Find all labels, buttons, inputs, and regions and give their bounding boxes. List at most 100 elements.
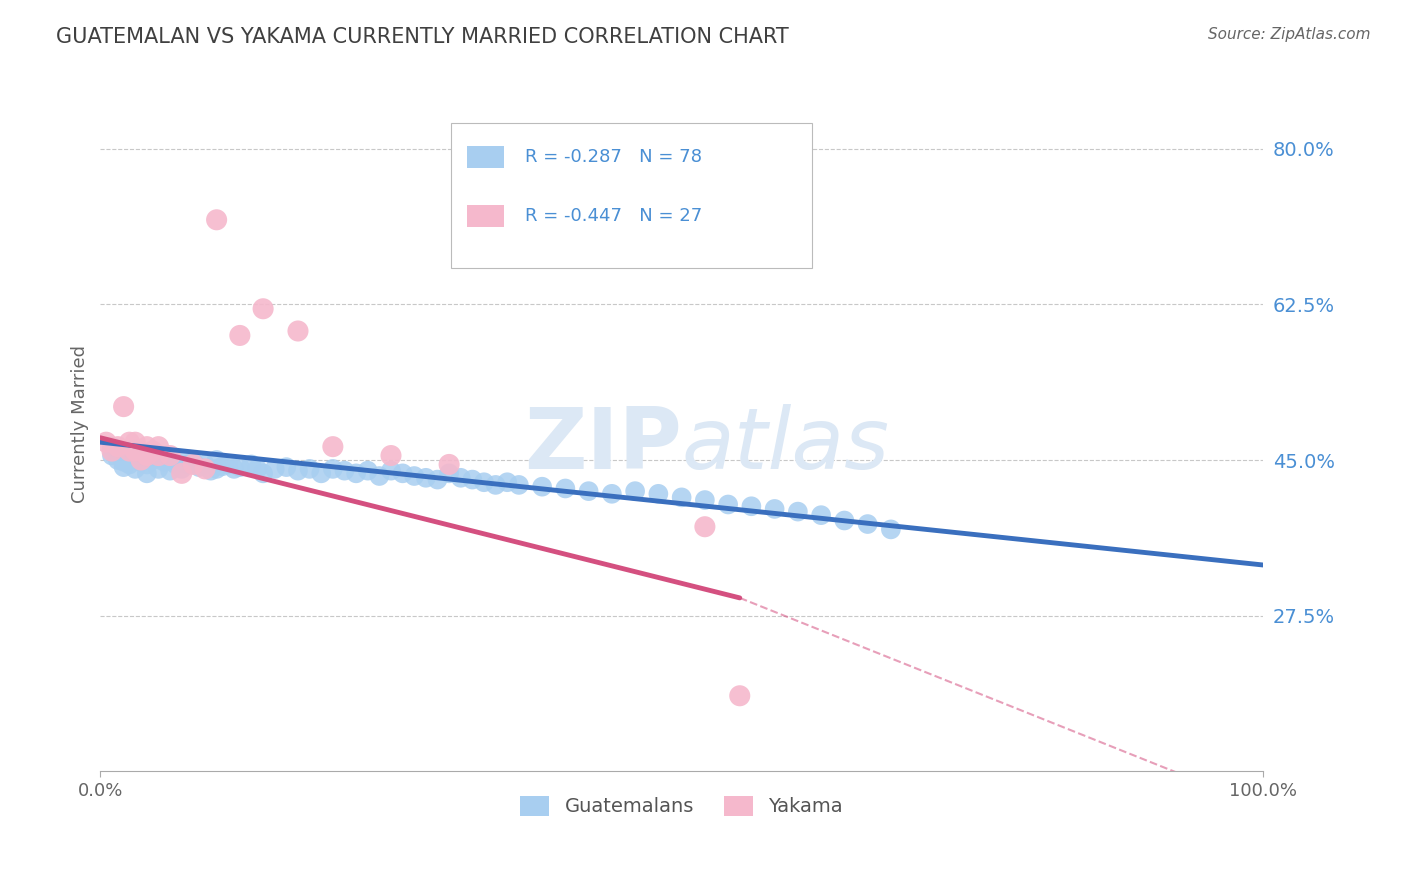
Point — [112, 455, 135, 469]
Point — [165, 458, 187, 472]
Point — [786, 505, 808, 519]
Point — [450, 471, 472, 485]
Y-axis label: Currently Married: Currently Married — [72, 345, 89, 503]
Point — [124, 462, 146, 476]
Point — [252, 301, 274, 316]
Point — [298, 462, 321, 476]
Point — [153, 455, 176, 469]
Point — [508, 478, 530, 492]
Point — [107, 440, 129, 454]
Point — [404, 469, 426, 483]
Text: R = -0.447   N = 27: R = -0.447 N = 27 — [524, 207, 702, 225]
Point — [415, 471, 437, 485]
Point — [124, 442, 146, 457]
Point — [170, 467, 193, 481]
Point — [437, 467, 460, 481]
Point — [763, 502, 786, 516]
Point — [554, 482, 576, 496]
Point — [693, 493, 716, 508]
Point — [531, 480, 554, 494]
Point — [107, 453, 129, 467]
Point — [118, 444, 141, 458]
Point — [344, 467, 367, 481]
Point — [728, 689, 751, 703]
Point — [129, 446, 152, 460]
Point — [222, 462, 245, 476]
Point — [159, 451, 181, 466]
Point — [671, 491, 693, 505]
Point — [880, 522, 903, 536]
Point — [391, 467, 413, 481]
Point — [142, 453, 165, 467]
Point — [112, 446, 135, 460]
Point — [159, 464, 181, 478]
Point — [810, 508, 832, 523]
Point — [246, 462, 269, 476]
Point — [437, 458, 460, 472]
Point — [124, 435, 146, 450]
Point — [194, 462, 217, 476]
Text: GUATEMALAN VS YAKAMA CURRENTLY MARRIED CORRELATION CHART: GUATEMALAN VS YAKAMA CURRENTLY MARRIED C… — [56, 27, 789, 46]
Point — [124, 444, 146, 458]
Point — [96, 435, 118, 450]
Point — [229, 328, 252, 343]
Point — [426, 473, 449, 487]
Point — [276, 460, 298, 475]
Point — [148, 449, 170, 463]
Point — [188, 460, 211, 475]
Point — [135, 467, 157, 481]
Point — [183, 458, 205, 472]
Point — [118, 435, 141, 450]
Point — [229, 460, 252, 475]
Point — [693, 519, 716, 533]
Point — [101, 444, 124, 458]
Point — [368, 469, 391, 483]
Text: ZIP: ZIP — [524, 404, 682, 487]
Point — [600, 487, 623, 501]
Point — [101, 449, 124, 463]
Point — [124, 451, 146, 466]
Point — [309, 467, 332, 481]
Point — [624, 484, 647, 499]
Bar — [467, 205, 503, 227]
Legend: Guatemalans, Yakama: Guatemalans, Yakama — [513, 788, 851, 824]
Point — [118, 449, 141, 463]
Bar — [467, 146, 503, 169]
Point — [856, 517, 879, 532]
Point — [148, 462, 170, 476]
Point — [287, 464, 309, 478]
Point — [107, 444, 129, 458]
Point — [380, 464, 402, 478]
Point — [205, 212, 228, 227]
Point — [148, 440, 170, 454]
Text: R = -0.287   N = 78: R = -0.287 N = 78 — [524, 148, 702, 166]
Point — [135, 449, 157, 463]
Point — [240, 458, 263, 472]
Point — [129, 453, 152, 467]
Point — [142, 444, 165, 458]
Point — [380, 449, 402, 463]
Point — [170, 453, 193, 467]
Point — [112, 400, 135, 414]
Point — [194, 458, 217, 472]
Point — [647, 487, 669, 501]
Point — [135, 449, 157, 463]
Point — [717, 498, 740, 512]
Point — [472, 475, 495, 490]
Point — [112, 460, 135, 475]
Point — [485, 478, 508, 492]
FancyBboxPatch shape — [451, 122, 811, 268]
Point — [252, 467, 274, 481]
Point — [129, 455, 152, 469]
Point — [118, 458, 141, 472]
Point — [322, 462, 344, 476]
Point — [740, 500, 762, 514]
Point — [183, 455, 205, 469]
Point — [170, 462, 193, 476]
Point — [357, 464, 380, 478]
Point — [496, 475, 519, 490]
Point — [135, 440, 157, 454]
Text: Source: ZipAtlas.com: Source: ZipAtlas.com — [1208, 27, 1371, 42]
Point — [101, 440, 124, 454]
Point — [263, 462, 285, 476]
